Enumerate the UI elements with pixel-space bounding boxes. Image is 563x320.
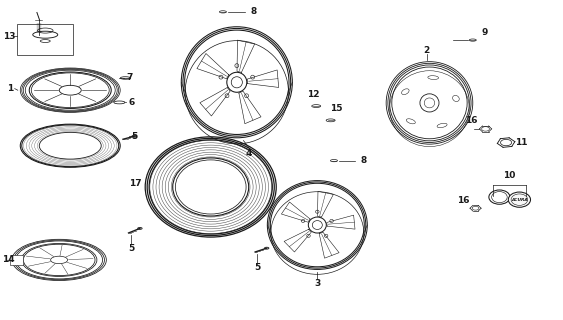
Text: 6: 6 — [129, 98, 135, 107]
Bar — [10, 255, 23, 265]
Text: 13: 13 — [3, 32, 15, 41]
Text: 8: 8 — [360, 156, 367, 165]
Text: 10: 10 — [503, 172, 516, 180]
Text: 5: 5 — [254, 263, 261, 272]
Text: 15: 15 — [330, 104, 342, 113]
Text: 3: 3 — [314, 279, 320, 288]
Text: 1: 1 — [7, 84, 13, 93]
Text: 12: 12 — [307, 90, 319, 99]
Text: 16: 16 — [465, 116, 477, 124]
Text: 4: 4 — [246, 149, 252, 158]
Text: 5: 5 — [128, 244, 135, 253]
Ellipse shape — [508, 192, 530, 207]
Text: 17: 17 — [129, 179, 141, 188]
Bar — [17, 24, 73, 55]
Text: 8: 8 — [251, 7, 257, 16]
Text: 5: 5 — [132, 132, 138, 140]
Text: 16: 16 — [457, 196, 470, 205]
Text: 7: 7 — [126, 74, 132, 83]
Text: ACURA: ACURA — [511, 198, 528, 202]
Text: 2: 2 — [423, 46, 430, 55]
Text: 9: 9 — [482, 28, 488, 37]
Text: 11: 11 — [515, 138, 528, 147]
Text: 14: 14 — [2, 255, 15, 264]
